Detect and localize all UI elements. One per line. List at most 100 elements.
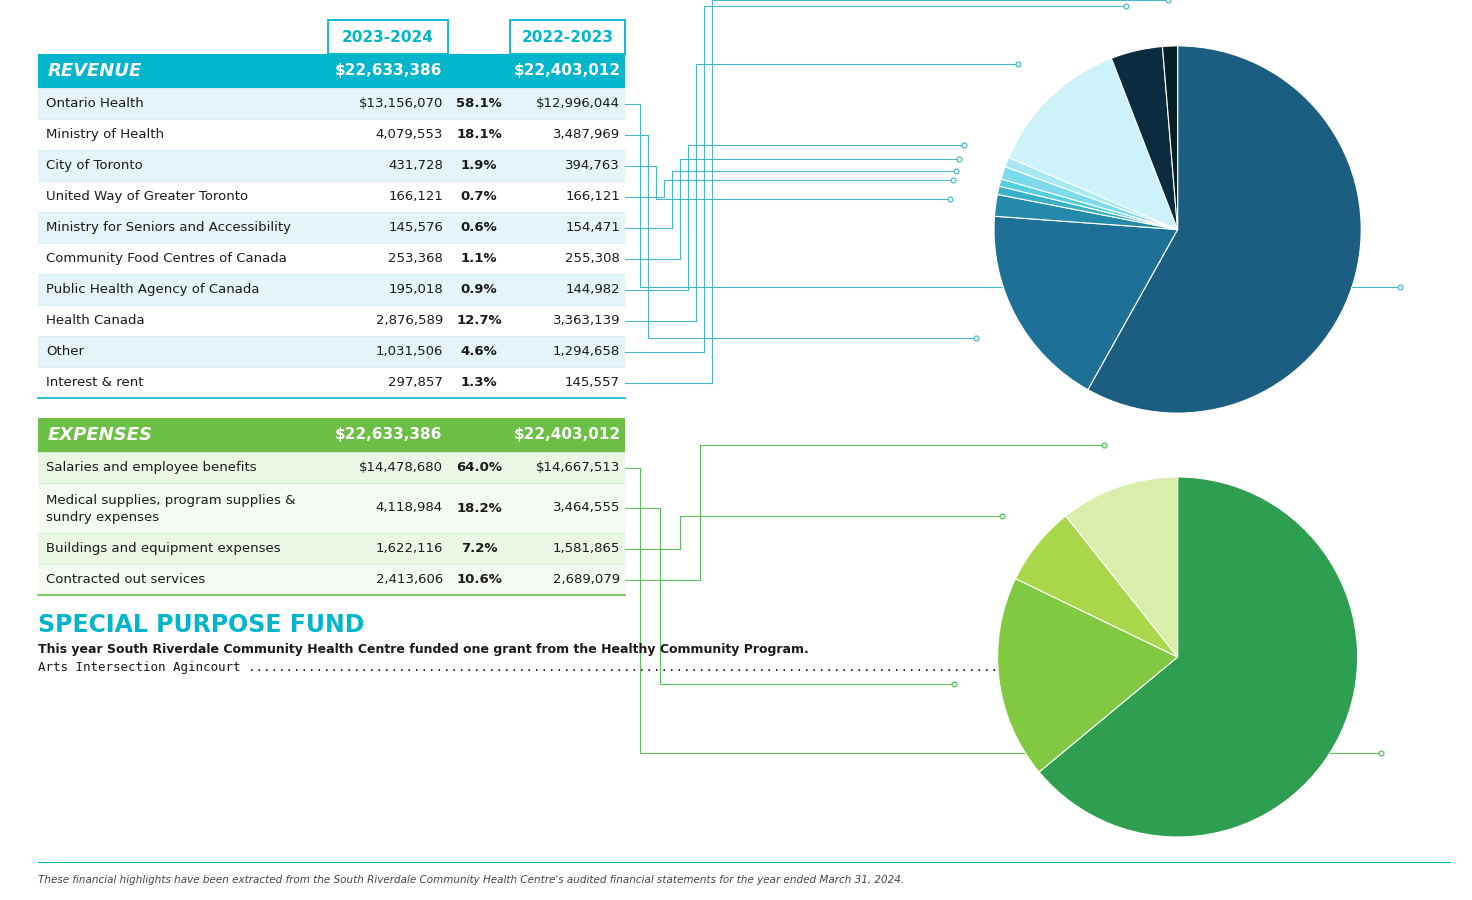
Text: 166,121: 166,121 [389, 190, 443, 203]
Text: Salaries and employee benefits: Salaries and employee benefits [46, 461, 256, 474]
Text: 1,622,116: 1,622,116 [375, 542, 443, 555]
Wedge shape [1039, 477, 1357, 837]
Text: $12,996,044: $12,996,044 [536, 97, 620, 110]
Text: 144,982: 144,982 [565, 283, 620, 296]
Text: 195,018: 195,018 [389, 283, 443, 296]
Wedge shape [1016, 516, 1178, 657]
Text: 2,689,079: 2,689,079 [553, 573, 620, 586]
Wedge shape [1111, 47, 1178, 230]
Text: Health Canada: Health Canada [46, 314, 144, 327]
Text: SPECIAL PURPOSE FUND: SPECIAL PURPOSE FUND [38, 613, 365, 637]
Text: Ministry for Seniors and Accessibility: Ministry for Seniors and Accessibility [46, 221, 291, 234]
Text: Community Food Centres of Canada: Community Food Centres of Canada [46, 252, 287, 265]
Text: $13,156,070: $13,156,070 [359, 97, 443, 110]
Text: 1.3%: 1.3% [461, 376, 498, 389]
Text: 431,728: 431,728 [389, 159, 443, 172]
Bar [38, 452, 626, 483]
Text: These financial highlights have been extracted from the South Riverdale Communit: These financial highlights have been ext… [38, 875, 904, 885]
Text: 4,118,984: 4,118,984 [375, 501, 443, 515]
Text: $14,478,680: $14,478,680 [359, 461, 443, 474]
Text: 1,581,865: 1,581,865 [552, 542, 620, 555]
Bar [38, 88, 626, 119]
Text: 58.1%: 58.1% [456, 97, 502, 110]
Text: 3,487,969: 3,487,969 [553, 128, 620, 141]
Wedge shape [998, 579, 1178, 772]
Wedge shape [1088, 46, 1362, 413]
Text: Ministry of Health: Ministry of Health [46, 128, 163, 141]
Wedge shape [999, 179, 1178, 230]
Text: 10.6%: 10.6% [456, 573, 502, 586]
Text: This year South Riverdale Community Health Centre funded one grant from the Heal: This year South Riverdale Community Heal… [38, 643, 808, 656]
Bar [38, 533, 626, 564]
Bar [38, 305, 626, 336]
Bar [38, 150, 626, 181]
Bar [38, 181, 626, 212]
Wedge shape [1005, 158, 1178, 230]
Text: 253,368: 253,368 [389, 252, 443, 265]
Text: 1,031,506: 1,031,506 [375, 345, 443, 358]
Text: 166,121: 166,121 [565, 190, 620, 203]
Text: 3,464,555: 3,464,555 [552, 501, 620, 515]
Text: 18.2%: 18.2% [456, 501, 502, 515]
Text: 7.2%: 7.2% [461, 542, 498, 555]
Bar [38, 54, 626, 88]
Text: 1,294,658: 1,294,658 [553, 345, 620, 358]
Text: Arts Intersection Agincourt ....................................................: Arts Intersection Agincourt ............… [38, 661, 1044, 674]
Bar [38, 212, 626, 243]
Text: $22,403,012: $22,403,012 [514, 428, 621, 443]
Text: 2023-2024: 2023-2024 [342, 30, 434, 44]
Text: City of Toronto: City of Toronto [46, 159, 143, 172]
Text: $22,633,386: $22,633,386 [334, 428, 442, 443]
Text: 0.7%: 0.7% [461, 190, 498, 203]
Text: REVENUE: REVENUE [49, 62, 143, 80]
Text: Interest & rent: Interest & rent [46, 376, 143, 389]
Text: $22,633,386: $22,633,386 [334, 64, 442, 78]
Text: 2,876,589: 2,876,589 [375, 314, 443, 327]
Text: Public Health Agency of Canada: Public Health Agency of Canada [46, 283, 259, 296]
Text: 64.0%: 64.0% [456, 461, 502, 474]
Bar [38, 483, 626, 533]
Text: Buildings and equipment expenses: Buildings and equipment expenses [46, 542, 281, 555]
Text: 145,557: 145,557 [565, 376, 620, 389]
Text: 1.9%: 1.9% [461, 159, 498, 172]
Text: Other: Other [46, 345, 84, 358]
Text: 255,308: 255,308 [565, 252, 620, 265]
Bar [509, 20, 626, 54]
Wedge shape [994, 216, 1178, 390]
Bar [38, 119, 626, 150]
Text: Ontario Health: Ontario Health [46, 97, 144, 110]
Text: 4,079,553: 4,079,553 [375, 128, 443, 141]
Text: 0.9%: 0.9% [461, 283, 498, 296]
Wedge shape [1163, 46, 1178, 230]
Text: sundry expenses: sundry expenses [46, 511, 159, 525]
Bar [38, 336, 626, 367]
Text: Contracted out services: Contracted out services [46, 573, 205, 586]
Text: 394,763: 394,763 [565, 159, 620, 172]
Text: 4.6%: 4.6% [461, 345, 498, 358]
Text: 145,576: 145,576 [389, 221, 443, 234]
Bar [38, 367, 626, 398]
Wedge shape [998, 186, 1178, 230]
Wedge shape [1008, 58, 1178, 230]
Text: 1.1%: 1.1% [461, 252, 498, 265]
Wedge shape [995, 194, 1178, 230]
Text: 12.7%: 12.7% [456, 314, 502, 327]
Bar [38, 564, 626, 595]
Text: 18.1%: 18.1% [456, 128, 502, 141]
Text: United Way of Greater Toronto: United Way of Greater Toronto [46, 190, 249, 203]
Text: $22,403,012: $22,403,012 [514, 64, 621, 78]
Text: 3,363,139: 3,363,139 [552, 314, 620, 327]
Bar [38, 274, 626, 305]
Text: $14,667,513: $14,667,513 [536, 461, 620, 474]
Bar [38, 418, 626, 452]
Text: 154,471: 154,471 [565, 221, 620, 234]
Text: 2,413,606: 2,413,606 [375, 573, 443, 586]
Text: EXPENSES: EXPENSES [49, 426, 153, 444]
Wedge shape [1066, 477, 1178, 657]
Text: Medical supplies, program supplies &: Medical supplies, program supplies & [46, 494, 296, 507]
Text: 297,857: 297,857 [389, 376, 443, 389]
Text: 2022-2023: 2022-2023 [521, 30, 614, 44]
Text: 0.6%: 0.6% [461, 221, 498, 234]
Wedge shape [1001, 166, 1178, 230]
Bar [38, 243, 626, 274]
